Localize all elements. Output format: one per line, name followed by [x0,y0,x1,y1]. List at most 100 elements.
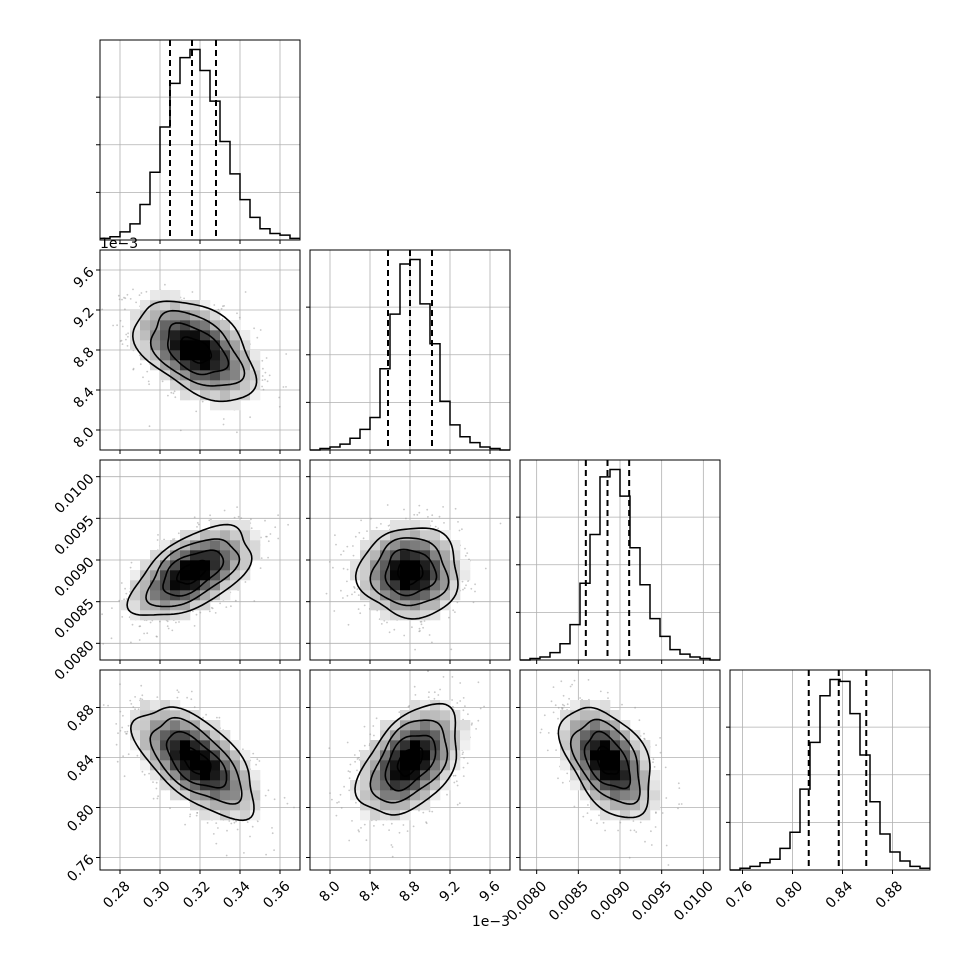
scatter-point [143,773,146,776]
scatter-point [373,825,375,827]
density-cell [360,580,371,591]
scatter-point [147,380,150,383]
density-cell [570,700,581,711]
density-cell [420,710,431,721]
scatter-point [261,385,263,388]
density-cell [570,760,581,771]
scatter-point [427,516,429,518]
density-cell [390,570,401,581]
density-cell [220,390,231,401]
scatter-point [467,580,469,582]
scatter-point [176,696,179,699]
scatter-point [340,589,342,592]
scatter-point [543,714,546,717]
density-cell [170,770,181,781]
histogram-panel-0 [96,39,301,244]
y-tick-label: 0.0100 [52,471,98,517]
density-cell [240,340,251,351]
density-cell [150,590,161,601]
density-cell [220,360,231,371]
density-cell [440,570,451,581]
scatter-point [566,703,569,706]
x-tick-label: 0.30 [140,878,173,911]
scatter-point [457,521,459,523]
scatter-point [159,620,161,623]
density-cell [610,750,621,761]
density-cell [240,780,251,791]
density-cell [600,750,611,761]
density-cell [440,720,451,731]
density-cell [200,750,211,761]
scatter-point [328,747,331,749]
scatter-point [193,625,196,627]
density-cell [390,740,401,751]
scatter-point [659,737,661,739]
scatter-point [391,846,394,848]
density-cell [420,600,431,611]
scatter-point [255,763,257,766]
density-cell [150,700,161,711]
density-cell [210,520,221,531]
scatter-point [256,336,259,339]
density-cell [230,580,241,591]
scatter-point [459,682,462,684]
scatter-point [391,855,394,858]
scatter-point [659,751,662,754]
density-cell [250,360,261,371]
x-tick-label: 9.2 [437,878,464,905]
scatter-point [214,612,217,614]
y-tick-label: 8.8 [71,344,98,371]
contour-line [397,560,424,586]
density-cell [180,530,191,541]
density-cell [230,370,241,381]
scatter-point [406,830,409,832]
joint-panel-1-3: 8.0 8.4 8.8 9.2 9.6 [306,669,511,905]
scatter-point [142,376,144,379]
density-cell [560,740,571,751]
density-cell [410,530,421,541]
scatter-point [461,753,464,755]
scatter-point [566,772,569,775]
scatter-point [664,766,667,769]
density-cell [600,760,611,771]
density-cell [350,560,361,571]
density-cell [440,750,451,761]
density-cell [430,770,441,781]
scatter-point [246,821,249,823]
density-cell [190,750,201,761]
density-cell [240,360,251,371]
density-cell [600,780,611,791]
density-cell [420,700,431,711]
scatter-point [334,534,336,537]
density-cell [150,760,161,771]
density-cell [410,740,421,751]
scatter-point [134,696,137,698]
scatter-point [267,789,270,792]
density-cell [130,730,141,741]
scatter-point [356,769,358,772]
density-cell [430,570,441,581]
density-cell [240,520,251,531]
density-cell [180,570,191,581]
scatter-point [127,335,129,338]
density-cell [590,760,601,771]
density-cell [380,760,391,771]
density-cell [170,340,181,351]
density-cell [160,750,171,761]
density-cell [210,560,221,571]
density-cell [600,720,611,731]
scatter-point [226,829,228,832]
density-cell [570,780,581,791]
density-cell [160,370,171,381]
density-cell [200,390,211,401]
density-cell [610,770,621,781]
density-cell [460,730,471,741]
scatter-point [357,608,360,610]
density-cell [230,570,241,581]
scatter-point [357,594,360,596]
density-cell [400,730,411,741]
density-cell [430,530,441,541]
scatter-point [438,515,441,518]
density-cell [170,320,181,331]
scatter-point [335,543,337,546]
